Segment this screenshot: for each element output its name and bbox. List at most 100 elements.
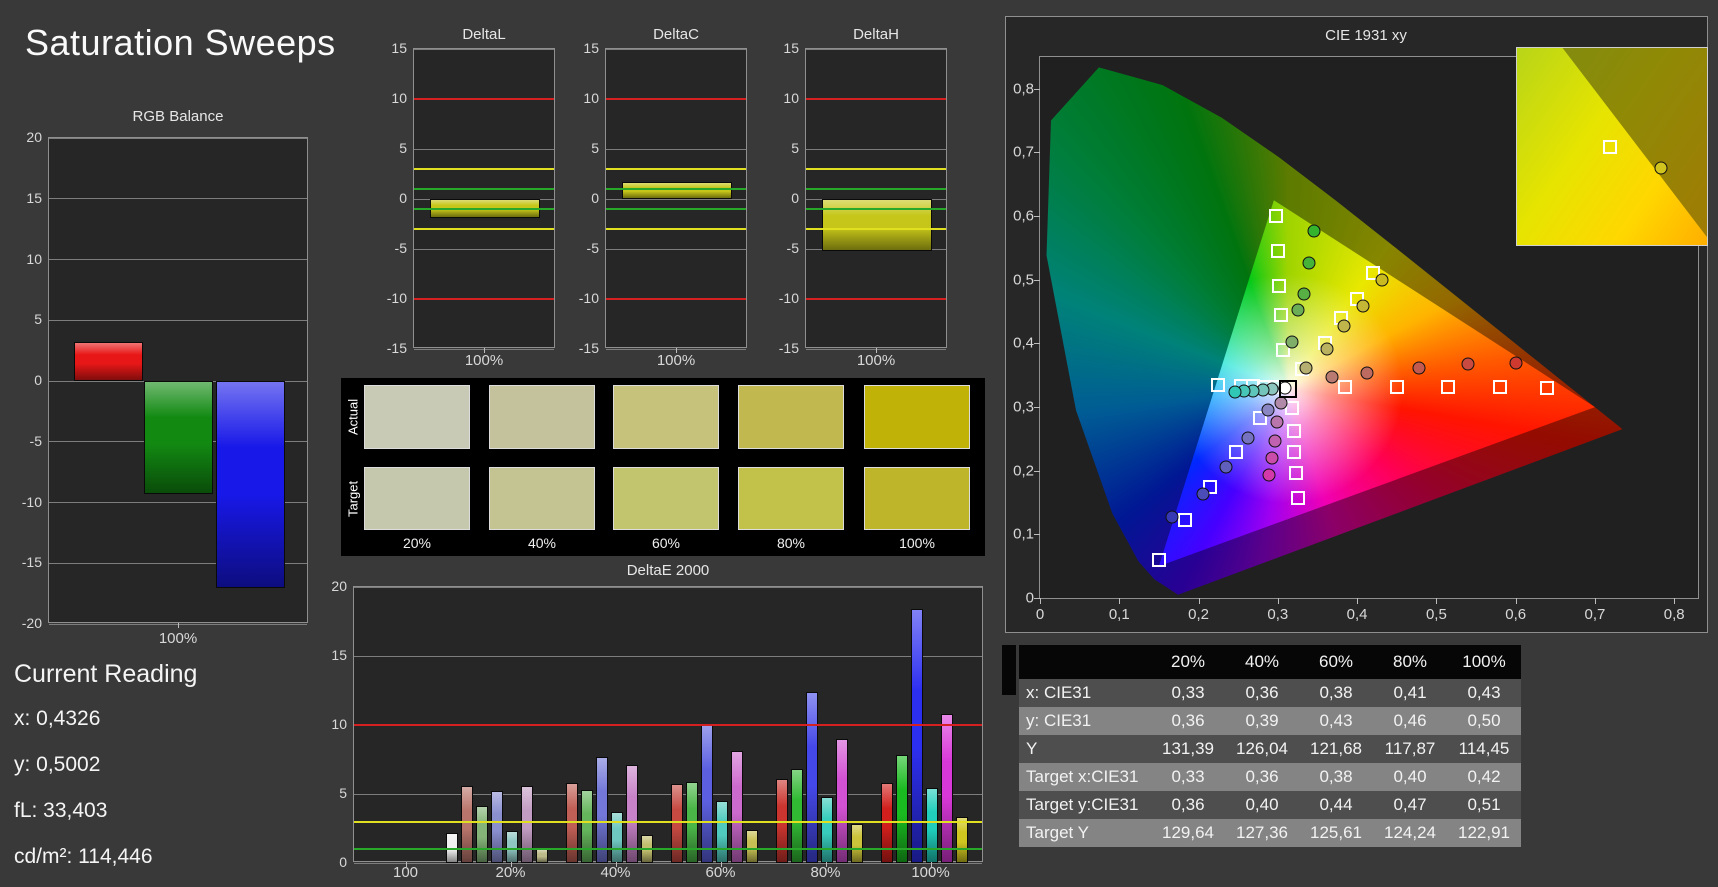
cie-target-square-blue — [1151, 552, 1166, 567]
table-header-row: 20% 40% 60% 80% 100% — [1019, 645, 1521, 679]
current-reading-cdm2: cd/m²: 114,446 — [14, 845, 153, 868]
y-axis-tick-label: 0 — [339, 854, 347, 870]
y-axis-tick-label: -5 — [786, 240, 799, 256]
cie-target-square-magenta — [1289, 466, 1304, 481]
reference-line--10 — [806, 298, 946, 300]
reference-line--10 — [606, 298, 746, 300]
cie-measured-dot-magenta — [1270, 415, 1284, 429]
cie-target-square-blue — [1228, 444, 1243, 459]
cie-target-square-green — [1275, 342, 1290, 357]
cie-target-square-blue — [1178, 513, 1193, 528]
cie-y-tick — [1034, 279, 1040, 281]
table-column-header: 80% — [1392, 652, 1428, 671]
gridline — [49, 259, 307, 260]
table-cell: 0,44 — [1319, 795, 1353, 814]
cie-measured-dot-yellow — [1356, 299, 1370, 313]
table-cell: 0,36 — [1245, 683, 1279, 702]
cie-measured-dot-blue — [1261, 403, 1275, 417]
actual-target-swatch-panel: Actual Target 20% 40% 60% 80% 100% — [341, 378, 985, 556]
reference-line--1 — [414, 208, 554, 210]
table-row: x: CIE31 0,33 0,36 0,38 0,41 0,43 — [1019, 679, 1521, 707]
x-axis-tick — [405, 862, 407, 867]
cie-target-square-magenta — [1286, 424, 1301, 439]
chart-de-bar-Magenta-100% — [940, 713, 953, 863]
swatch-target-80% — [738, 467, 844, 530]
cie-y-tick-label: 0 — [1025, 589, 1034, 607]
cie-target-square-red — [1540, 380, 1555, 395]
table-row: y: CIE31 0,36 0,39 0,43 0,46 0,50 — [1019, 707, 1521, 735]
swatch-actual-40% — [489, 385, 595, 449]
cie-y-tick — [1034, 343, 1040, 345]
table-row-label: y: CIE31 — [1026, 711, 1092, 730]
cie-target-square-green — [1270, 244, 1285, 259]
cie-y-tick — [1034, 152, 1040, 154]
delta-l-chart: DeltaL -15 -10 -5 0 5 10 15 100% — [387, 20, 578, 370]
table-cell: 127,36 — [1236, 823, 1288, 842]
chart-plot-area — [805, 48, 947, 350]
y-axis-tick-label: -10 — [778, 290, 799, 306]
y-axis-tick-label: -10 — [386, 290, 407, 306]
cie-y-tick-label: 0,2 — [1013, 462, 1034, 480]
reference-line--3 — [806, 228, 946, 230]
cie-measured-dot-yellow — [1375, 273, 1389, 287]
reference-line-10 — [606, 98, 746, 100]
gridline — [606, 248, 746, 250]
x-axis-category-label: 40% — [600, 864, 631, 881]
table-cell: 0,41 — [1393, 683, 1427, 702]
chart-de-bar-Cyan-100% — [925, 788, 938, 863]
x-axis-category-label: 100% — [656, 352, 696, 369]
cie-x-tick — [1277, 598, 1279, 604]
cie-target-square-red — [1492, 379, 1507, 394]
chart-de-bar-Cyan-40% — [610, 811, 623, 863]
cie-x-tick-label: 0,5 — [1425, 606, 1447, 623]
table-cell: 0,36 — [1171, 795, 1205, 814]
table-row: Target Y 129,64 127,36 125,61 124,24 122,91 — [1019, 819, 1521, 847]
table-cell: 121,68 — [1310, 739, 1362, 758]
table-cell: 0,38 — [1319, 767, 1353, 786]
y-axis-tick-label: 15 — [583, 40, 599, 56]
swatch-column-label: 60% — [651, 535, 681, 551]
table-row-label: Y — [1026, 739, 1038, 758]
gridline — [354, 586, 982, 588]
gridline — [806, 48, 946, 50]
table-cell: 0,33 — [1171, 767, 1205, 786]
gridline — [606, 48, 746, 50]
cie-measured-dot-red — [1509, 356, 1523, 369]
cie-target-square-cyan — [1211, 378, 1226, 393]
chart-plot-area — [413, 48, 555, 350]
x-axis-tick — [825, 862, 827, 867]
reference-line-1 — [606, 188, 746, 190]
cie-measured-dot-yellow — [1320, 342, 1334, 355]
y-axis-tick-label: 5 — [399, 140, 407, 156]
x-axis-category-label: 100 — [392, 864, 419, 881]
chart-de-bar-Green-100% — [895, 755, 908, 863]
delta-h-chart: DeltaH -15 -10 -5 0 5 10 15 100% — [779, 20, 970, 370]
current-reading-y: y: 0,5002 — [14, 753, 101, 776]
table-cell: 126,04 — [1236, 739, 1288, 758]
cie-y-tick — [1034, 407, 1040, 409]
y-axis-tick-label: 5 — [34, 311, 42, 328]
inset-target-square — [1603, 139, 1618, 154]
swatch-actual-60% — [613, 385, 719, 449]
cie-measured-dot-yellow — [1299, 361, 1313, 375]
cie-y-tick-label: 0,5 — [1013, 271, 1034, 289]
cie-measured-dot-blue — [1196, 487, 1210, 501]
y-axis-tick-label: -15 — [21, 554, 42, 571]
chart-plot-area — [605, 48, 747, 350]
gridline — [49, 562, 307, 564]
chart-de-bar-Cyan-80% — [820, 796, 833, 863]
table-corner-block — [1002, 645, 1016, 695]
cie-measured-dot-blue — [1219, 460, 1233, 474]
cie-y-tick — [1034, 88, 1040, 90]
delta-c-chart: DeltaC -15 -10 -5 0 5 10 15 100% — [579, 20, 770, 370]
table-cell: 0,43 — [1467, 683, 1501, 702]
gridline — [49, 137, 307, 139]
cie-1931-panel: CIE 1931 xy 0 0,1 0,2 0,3 0,4 0,5 0,6 0,7 0,8 0 0,… — [1005, 16, 1708, 633]
gridline — [49, 198, 307, 200]
cie-y-tick — [1034, 470, 1040, 472]
x-axis-category-label: 20% — [495, 864, 526, 881]
cie-y-tick-label: 0,4 — [1013, 334, 1034, 352]
cie-measured-dot-white — [1278, 381, 1292, 395]
table-column-header: 60% — [1318, 652, 1354, 671]
